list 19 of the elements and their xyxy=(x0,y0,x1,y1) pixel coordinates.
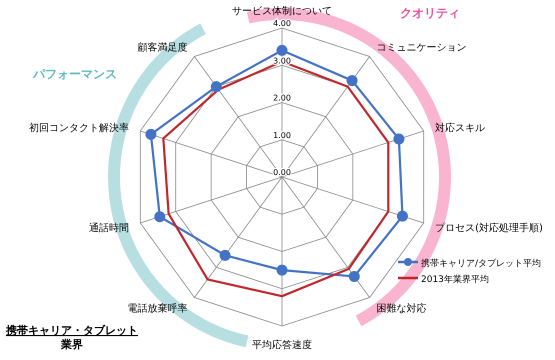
y-tick-label: 1.00 xyxy=(273,130,291,140)
legend-label: 2013年業界平均 xyxy=(421,274,489,285)
spoke-label: 電話放棄呼率 xyxy=(127,302,188,314)
spoke-label: 困難な対応 xyxy=(376,302,427,314)
y-tick-label: 4.00 xyxy=(273,19,291,28)
spoke-label: コミュニケーション xyxy=(376,42,467,54)
y-tick-label: 0.00 xyxy=(273,168,291,177)
text: 携帯キャリア・タブレット業界 xyxy=(5,324,138,351)
spoke-label: 顧客満足度 xyxy=(137,42,188,54)
spoke-label: 通話時間 xyxy=(88,222,129,234)
text: クオリティ xyxy=(400,6,460,20)
text: パフォーマンス xyxy=(32,67,117,81)
spoke-label: 対応スキル xyxy=(435,122,486,134)
y-tick-label: 2.00 xyxy=(273,94,291,102)
spoke-label: プロセス(対応処理手順) xyxy=(435,222,544,234)
legend-label: 携帯キャリア/タブレット平均 xyxy=(421,258,542,269)
spoke-label: 初回コンタクト解決率 xyxy=(28,122,129,134)
spoke-label: 平均応答速度 xyxy=(252,339,312,351)
spoke-label: サービス体制について xyxy=(232,5,332,17)
